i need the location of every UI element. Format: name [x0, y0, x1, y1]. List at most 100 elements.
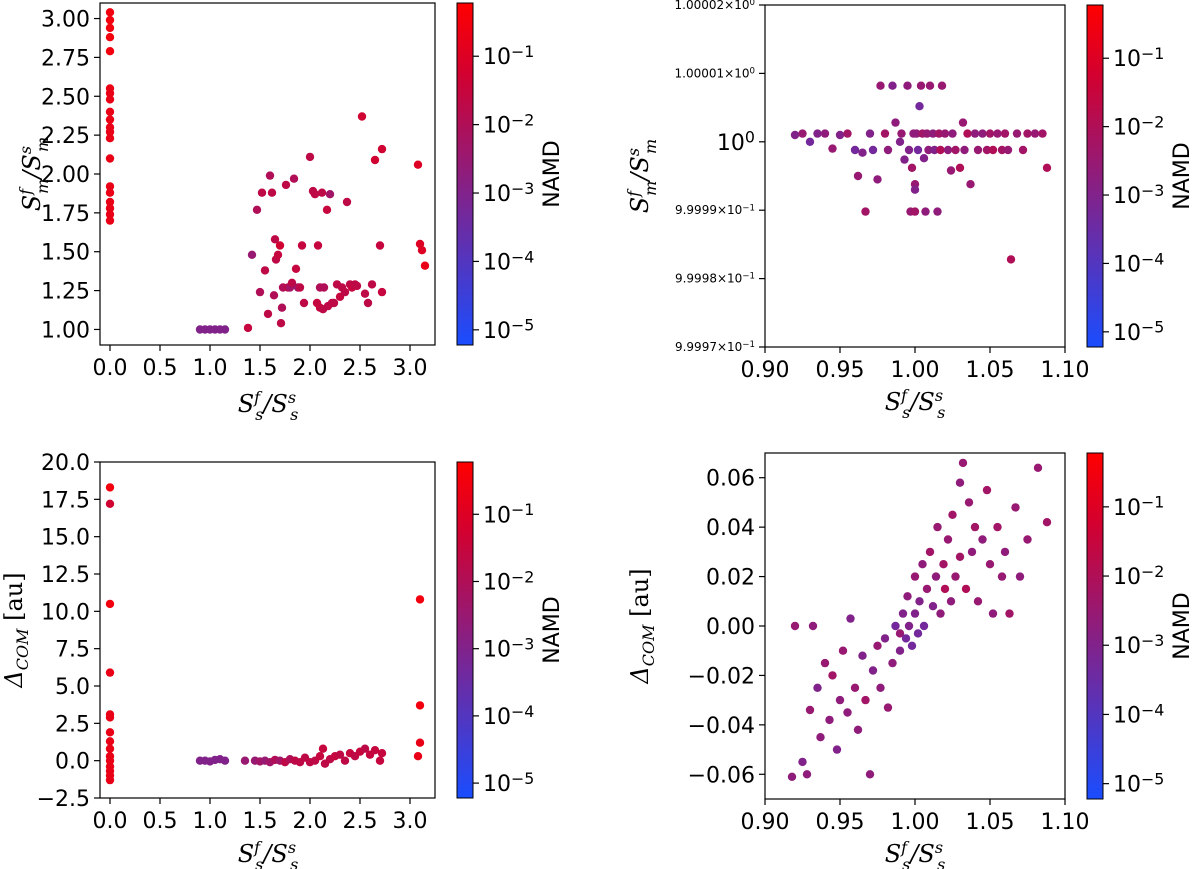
data-point: [931, 572, 941, 581]
x-ticks: 0.0 0.5 1.0 1.5 2.0 2.5 3.0: [93, 798, 428, 834]
data-point: [322, 205, 332, 214]
data-point: [1033, 463, 1043, 472]
y-tick-label: 0.0: [55, 750, 90, 775]
data-point: [925, 81, 935, 90]
data-point: [907, 163, 917, 172]
data-point: [802, 770, 812, 779]
data-point: [105, 127, 115, 137]
colorbar-tick-label: 10−3: [483, 179, 534, 207]
data-point: [813, 683, 822, 692]
data-point: [790, 130, 800, 140]
data-point: [850, 683, 860, 692]
data-point: [105, 668, 115, 677]
data-point: [1012, 129, 1022, 138]
data-point: [360, 289, 370, 298]
colorbar-tick-label: 10−2: [483, 110, 534, 138]
data-point: [377, 287, 387, 297]
data-point: [868, 145, 878, 155]
data-point: [921, 207, 930, 216]
data-point: [105, 204, 115, 213]
x-tick-label: 2.0: [293, 809, 328, 834]
data-point: [105, 775, 115, 785]
data-point: [1015, 572, 1025, 581]
x-tick-label: 1.10: [1041, 358, 1090, 383]
data-point: [305, 152, 315, 162]
data-point: [895, 629, 905, 638]
data-point: [315, 752, 325, 761]
data-point: [1030, 129, 1040, 138]
colorbar-gradient: [1086, 4, 1104, 348]
data-point: [918, 560, 927, 569]
data-point: [105, 713, 115, 722]
y-tick-label: 2.50: [41, 85, 90, 110]
data-point: [970, 522, 980, 532]
colorbar-tick-label: 10−4: [483, 702, 534, 730]
colorbar-gradient: [1086, 452, 1104, 800]
colorbar-label: NAMD: [1170, 592, 1195, 659]
data-point: [943, 145, 953, 155]
data-point: [798, 757, 807, 767]
data-point: [910, 572, 920, 581]
data-point: [939, 560, 948, 569]
data-point: [933, 522, 942, 532]
data-point: [895, 137, 905, 146]
data-point: [891, 621, 900, 631]
data-point: [317, 188, 327, 197]
data-point: [340, 756, 350, 765]
y-tick-label: 9.9998×10−1: [675, 272, 755, 286]
x-tick-label: 1.5: [243, 356, 278, 381]
data-point: [377, 144, 387, 154]
y-tick-label: 5.0: [55, 675, 90, 700]
colorbar-tick-label: 10−2: [1113, 562, 1164, 590]
colorbar-tick-label: 10−5: [1113, 770, 1164, 798]
data-point: [880, 634, 890, 643]
data-point: [970, 129, 980, 138]
data-point: [105, 134, 115, 143]
data-point: [1000, 129, 1010, 138]
data-point: [880, 129, 890, 138]
y-tick-label: 0.02: [706, 566, 755, 591]
data-point: [105, 210, 115, 219]
data-point: [910, 609, 920, 618]
data-point: [951, 145, 960, 155]
data-point: [105, 744, 115, 753]
x-axis-label: Sf s/Ss s: [885, 838, 946, 869]
data-point: [888, 81, 897, 90]
y-tick-label: 2.5: [55, 712, 90, 737]
data-point: [997, 572, 1007, 581]
data-point: [260, 266, 270, 275]
data-point: [828, 144, 837, 153]
data-point: [1042, 163, 1052, 172]
data-point: [325, 190, 335, 199]
data-point: [873, 175, 882, 184]
data-point: [910, 185, 920, 194]
data-point: [838, 646, 848, 655]
data-point: [105, 728, 115, 737]
y-tick-label: 1.00: [41, 318, 90, 343]
colorbar-tick-label: 10−2: [1113, 112, 1164, 140]
colorbar-tick-label: 10−5: [483, 316, 534, 344]
data-point: [973, 597, 983, 606]
scatter-points: [105, 483, 425, 785]
x-tick-label: 0.5: [143, 809, 178, 834]
colorbar-label: NAMD: [1170, 142, 1195, 209]
data-point: [790, 621, 800, 631]
colorbar-tick-label: 10−5: [1113, 318, 1164, 346]
data-point: [105, 23, 115, 33]
data-point: [267, 188, 277, 197]
data-point: [275, 241, 285, 250]
data-point: [363, 298, 373, 308]
data-point: [955, 552, 965, 561]
data-point: [313, 241, 323, 250]
data-point: [861, 695, 870, 705]
x-tick-label: 1.10: [1041, 810, 1090, 835]
data-point: [973, 145, 983, 155]
data-point: [933, 207, 942, 216]
data-point: [861, 207, 870, 216]
y-tick-label: 9.9997×10−1: [675, 340, 755, 354]
y-tick-label: 2.75: [41, 46, 90, 71]
panel-top-left: 0.0 0.5 1.0 1.5 2.0 2.5 3.0 1.00 1.25 1.50 1.75 2.…: [16, 2, 565, 424]
data-point: [265, 171, 275, 180]
colorbar-tick-label: 10−4: [483, 247, 534, 275]
data-point: [105, 756, 115, 765]
